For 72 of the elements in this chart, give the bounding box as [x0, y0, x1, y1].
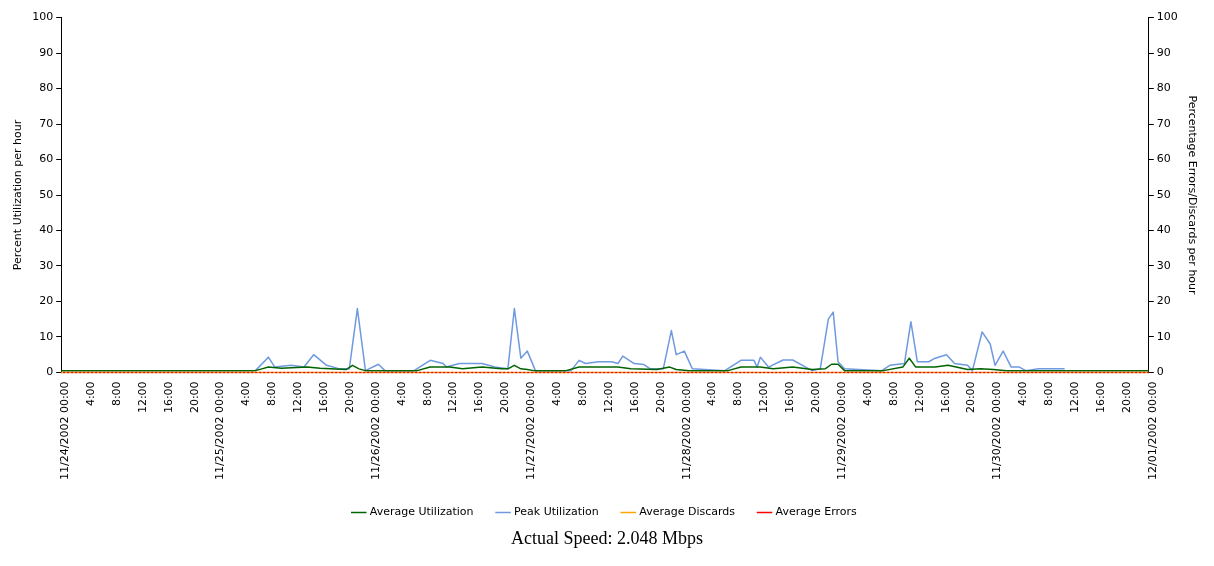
x-tick-label: 12:00	[912, 381, 926, 414]
x-tick-label: 8:00	[1042, 381, 1056, 407]
x-tick-label: 11/28/2002 00:00	[679, 381, 693, 481]
y-tick-label: 50	[39, 187, 54, 201]
legend-label: Average Utilization	[369, 505, 474, 519]
x-tick-label: 4:00	[705, 381, 719, 407]
y2-tick-label: 100	[1156, 10, 1178, 24]
x-tick-label: 12:00	[291, 381, 305, 414]
y2-tick-label: 80	[1156, 81, 1171, 95]
y2-tick-label: 20	[1156, 294, 1171, 308]
y-tick-label: 80	[39, 81, 54, 95]
x-tick-label: 11/30/2002 00:00	[990, 381, 1004, 481]
x-tick-label: 20:00	[964, 381, 978, 414]
x-tick-label: 20:00	[1119, 381, 1133, 414]
x-tick-label: 8:00	[731, 381, 745, 407]
x-tick-label: 4:00	[83, 381, 97, 407]
x-tick-label: 16:00	[472, 381, 486, 414]
x-tick-label: 4:00	[239, 381, 253, 407]
y-tick-label: 70	[39, 116, 54, 130]
y2-tick-label: 10	[1156, 329, 1171, 343]
x-tick-label: 16:00	[1093, 381, 1107, 414]
legend-label: Average Discards	[639, 505, 736, 519]
text: Actual Speed: 2.048 Mbps	[510, 528, 704, 549]
y2-tick-label: 70	[1156, 116, 1171, 130]
y2-tick-label: 60	[1156, 152, 1171, 166]
x-tick-label: 11/24/2002 00:00	[58, 381, 72, 481]
y-tick-label: 60	[39, 152, 54, 166]
x-tick-label: 4:00	[394, 381, 408, 407]
y2-tick-label: 50	[1156, 187, 1171, 201]
x-tick-label: 11/25/2002 00:00	[213, 381, 227, 481]
x-tick-label: 20:00	[187, 381, 201, 414]
legend-label: Average Errors	[775, 505, 858, 519]
x-tick-label: 16:00	[161, 381, 175, 414]
x-tick-label: 11/27/2002 00:00	[524, 381, 538, 481]
y-tick-label: 20	[39, 294, 54, 308]
x-tick-label: 12:00	[757, 381, 771, 414]
x-tick-label: 12:00	[135, 381, 149, 414]
x-tick-label: 12:00	[601, 381, 615, 414]
x-tick-label: 16:00	[938, 381, 952, 414]
x-tick-label: 20:00	[342, 381, 356, 414]
y-tick-label: 30	[39, 258, 54, 272]
x-tick-label: 8:00	[420, 381, 434, 407]
x-tick-label: 16:00	[783, 381, 797, 414]
x-tick-label: 8:00	[265, 381, 279, 407]
x-tick-label: 8:00	[575, 381, 589, 407]
x-tick-label: 12/01/2002 00:00	[1145, 381, 1159, 481]
legend-label: Peak Utilization	[514, 505, 599, 519]
x-tick-label: 4:00	[550, 381, 564, 407]
y2-tick-label: 0	[1156, 365, 1164, 379]
x-tick-label: 20:00	[653, 381, 667, 414]
x-tick-label: 16:00	[317, 381, 331, 414]
y2-tick-label: 90	[1156, 45, 1171, 59]
x-tick-label: 4:00	[1016, 381, 1030, 407]
x-tick-label: 12:00	[446, 381, 460, 414]
x-tick-label: 11/26/2002 00:00	[368, 381, 382, 481]
x-tick-label: 16:00	[627, 381, 641, 414]
y2-tick-label: 40	[1156, 223, 1171, 237]
y-tick-label: 0	[46, 365, 54, 379]
y2-tick-label: 30	[1156, 258, 1171, 272]
y-tick-label: 10	[39, 329, 54, 343]
y-tick-label: 90	[39, 45, 54, 59]
x-tick-label: 11/29/2002 00:00	[834, 381, 848, 481]
x-tick-label: 4:00	[860, 381, 874, 407]
y-tick-label: 40	[39, 223, 54, 237]
y-tick-label: 100	[32, 10, 54, 24]
x-tick-label: 8:00	[109, 381, 123, 407]
y2-axis-title: Percentage Errors/Discards per hour	[1185, 95, 1199, 296]
y-axis-title: Percent Utilization per hour	[11, 119, 25, 271]
x-tick-label: 8:00	[886, 381, 900, 407]
x-tick-label: 12:00	[1067, 381, 1081, 414]
x-tick-label: 20:00	[498, 381, 512, 414]
x-tick-label: 20:00	[809, 381, 823, 414]
